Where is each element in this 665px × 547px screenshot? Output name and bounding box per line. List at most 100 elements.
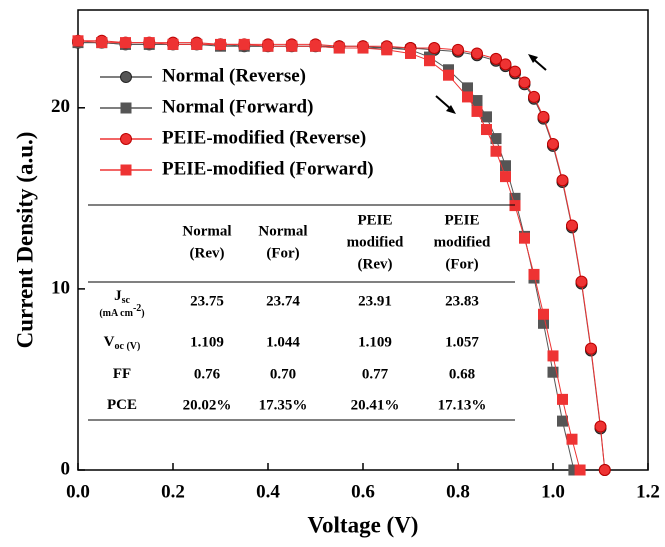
table-cell: 1.057 xyxy=(445,334,479,350)
data-point xyxy=(215,38,226,50)
row-label: Jsc xyxy=(114,288,130,306)
table-header: modified xyxy=(347,234,404,250)
y-axis-label: Current Density (a.u.) xyxy=(12,132,37,349)
row-label-unit-part: (mA cm xyxy=(99,308,133,319)
data-point xyxy=(471,105,483,117)
data-point xyxy=(424,55,435,67)
row-label-part: sc xyxy=(122,295,131,306)
data-point xyxy=(490,145,502,157)
data-point xyxy=(509,192,521,204)
data-point xyxy=(499,58,512,71)
data-point xyxy=(500,160,511,172)
table-header: (For) xyxy=(266,245,299,261)
data-point xyxy=(528,90,540,103)
data-point xyxy=(509,65,521,78)
series xyxy=(72,35,586,476)
legend-marker xyxy=(120,71,132,83)
data-point xyxy=(500,171,511,183)
row-label-part: J xyxy=(114,288,122,304)
y-tick-label: 0 xyxy=(61,458,71,479)
table-header: modified xyxy=(434,234,491,250)
table-header: (Rev) xyxy=(190,245,225,261)
table-header: Normal xyxy=(182,223,231,239)
data-point xyxy=(547,138,559,151)
table-header: Normal xyxy=(258,223,307,239)
row-label-part: V xyxy=(104,334,115,350)
table-header: (Rev) xyxy=(358,256,393,272)
data-point xyxy=(509,200,521,212)
data-point xyxy=(574,464,586,476)
data-point xyxy=(333,42,345,54)
table-header: PEIE xyxy=(444,212,479,228)
row-label-unit: (mA cm-2) xyxy=(99,303,144,319)
row-label-part: PCE xyxy=(107,397,137,413)
table-cell: 17.13% xyxy=(438,397,487,413)
series-line xyxy=(78,42,575,471)
data-point xyxy=(381,44,393,56)
legend-label: Normal (Forward) xyxy=(162,96,313,117)
data-point xyxy=(443,69,454,81)
table-cell: 23.83 xyxy=(445,293,479,309)
legend-marker xyxy=(120,102,132,114)
data-point xyxy=(471,47,483,60)
data-point xyxy=(462,91,473,103)
data-point xyxy=(167,38,179,50)
data-point xyxy=(490,133,502,145)
row-label: Voc (V) xyxy=(104,334,141,352)
row-label-part: oc (V) xyxy=(115,341,141,352)
data-point xyxy=(585,342,597,355)
table-cell: 0.68 xyxy=(449,366,475,382)
data-point xyxy=(286,40,298,52)
series-line xyxy=(78,42,606,471)
row-label-unit-part: ) xyxy=(141,308,144,319)
data-point xyxy=(519,232,530,244)
arrows xyxy=(435,54,547,114)
data-point xyxy=(238,38,250,50)
data-point xyxy=(568,464,580,476)
x-tick-label: 1.0 xyxy=(541,481,565,502)
legend-marker xyxy=(120,164,132,176)
data-point xyxy=(191,38,203,50)
data-point xyxy=(452,43,464,56)
series xyxy=(72,37,580,476)
table-cell: 0.77 xyxy=(362,366,389,382)
data-point xyxy=(557,415,568,427)
data-point xyxy=(357,42,369,54)
y-tick-label: 20 xyxy=(51,96,70,117)
x-tick-label: 0.6 xyxy=(351,481,375,502)
data-point xyxy=(471,95,483,107)
x-tick-label: 0.8 xyxy=(446,481,470,502)
x-tick-label: 0.0 xyxy=(66,481,90,502)
table-cell: 23.75 xyxy=(190,293,224,309)
data-point xyxy=(556,174,569,187)
data-point xyxy=(538,308,549,320)
x-tick-label: 1.2 xyxy=(636,481,660,502)
data-point xyxy=(538,317,549,329)
legend-label: PEIE-modified (Reverse) xyxy=(162,127,366,148)
table-cell: 0.70 xyxy=(270,366,296,382)
row-label: PCE xyxy=(107,397,137,413)
x-tick-label: 0.4 xyxy=(256,481,280,502)
table-cell: 23.91 xyxy=(358,293,392,309)
data-point xyxy=(566,433,578,445)
data-point xyxy=(547,366,559,378)
data-point xyxy=(405,47,416,59)
data-point xyxy=(481,124,492,136)
table-cell: 17.35% xyxy=(259,397,308,413)
data-point xyxy=(310,40,321,52)
data-point xyxy=(575,275,588,288)
y-tick-label: 10 xyxy=(51,277,70,298)
x-tick-label: 0.2 xyxy=(161,481,185,502)
table-cell: 1.109 xyxy=(358,334,392,350)
data-point xyxy=(528,268,540,280)
row-label-part: FF xyxy=(113,366,131,382)
data-point xyxy=(72,35,84,47)
data-point xyxy=(96,37,108,49)
table-cell: 20.02% xyxy=(183,397,232,413)
table-header: (For) xyxy=(445,256,478,272)
row-label-unit-part: -2 xyxy=(133,303,141,314)
table-cell: 1.044 xyxy=(266,334,300,350)
table-cell: 20.41% xyxy=(351,397,400,413)
legend-marker xyxy=(120,133,132,145)
